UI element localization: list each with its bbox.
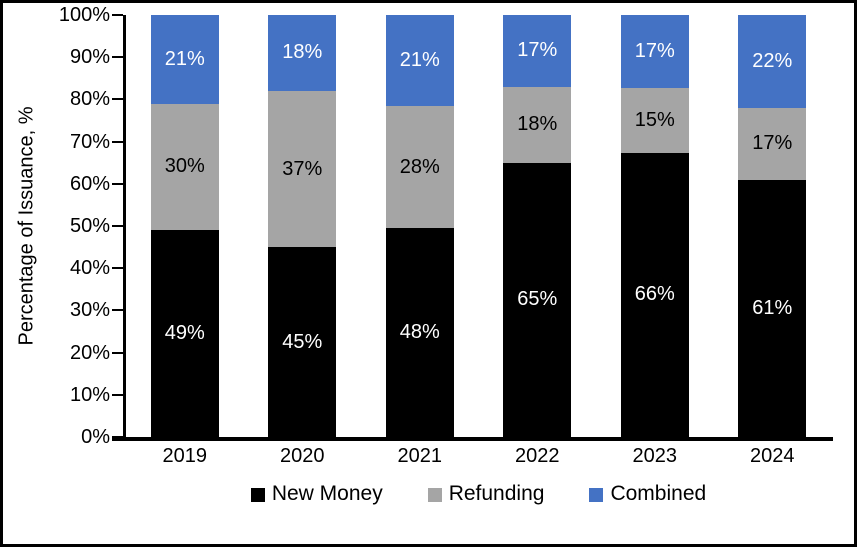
legend-item-label: New Money xyxy=(271,482,383,505)
y-tick-mark xyxy=(112,14,123,16)
y-tick-label: 20% xyxy=(69,341,110,364)
bar-segment-refunding: 30% xyxy=(150,103,219,231)
bar-segment-label: 17% xyxy=(752,132,793,155)
y-tick-mark xyxy=(112,309,123,312)
y-tick-mark xyxy=(112,140,123,143)
legend-swatch-combined xyxy=(589,487,604,502)
x-axis-label: 2022 xyxy=(515,445,560,467)
legend-swatch-new-money xyxy=(250,487,265,502)
y-tick-label: 60% xyxy=(69,172,110,195)
bar-segment-new-money: 65% xyxy=(503,162,572,437)
bar-segment-label: 18% xyxy=(517,113,558,136)
legend-item-new-money: New Money xyxy=(250,482,383,506)
bar-segment-new-money: 45% xyxy=(268,247,337,437)
y-axis-line xyxy=(123,15,126,439)
bar-2023: 66% 15% 17% xyxy=(620,15,689,437)
bar-segment-combined: 22% xyxy=(738,15,807,108)
legend-item-label: Combined xyxy=(610,482,707,505)
y-tick-label: 0% xyxy=(81,426,110,448)
legend-swatch-refunding xyxy=(427,487,442,502)
y-tick-mark xyxy=(112,267,123,270)
bar-segment-label: 22% xyxy=(752,49,793,72)
bar-2019: 49% 30% 21% xyxy=(150,15,219,437)
x-axis-label: 2019 xyxy=(162,445,208,467)
bar-segment-label: 48% xyxy=(399,321,440,344)
bar-segment-refunding: 15% xyxy=(620,88,689,153)
bar-segment-refunding: 18% xyxy=(503,86,572,163)
legend: New Money Refunding Combined xyxy=(126,482,831,506)
bar-segment-label: 17% xyxy=(634,40,675,63)
bar-segment-combined: 18% xyxy=(268,15,337,91)
x-axis-label: 2020 xyxy=(280,445,325,467)
bar-segment-new-money: 66% xyxy=(620,152,689,437)
legend-item-combined: Combined xyxy=(589,482,706,506)
bar-segment-label: 21% xyxy=(399,49,440,72)
y-tick-label: 80% xyxy=(69,88,110,111)
bar-segment-refunding: 17% xyxy=(738,107,807,180)
bar-2022: 65% 18% 17% xyxy=(503,15,572,437)
bar-segment-label: 18% xyxy=(282,41,323,64)
bar-segment-combined: 21% xyxy=(150,15,219,104)
y-tick-label: 50% xyxy=(69,215,110,237)
y-tick-mark xyxy=(112,56,123,59)
bar-segment-refunding: 28% xyxy=(385,106,454,229)
bar-segment-new-money: 48% xyxy=(385,228,454,437)
y-tick-label: 40% xyxy=(69,257,110,280)
bar-2020: 45% 37% 18% xyxy=(268,15,337,437)
bar-segment-label: 37% xyxy=(282,157,323,180)
bar-segment-combined: 17% xyxy=(503,15,572,87)
bar-segment-label: 30% xyxy=(164,155,205,178)
x-axis-label: 2024 xyxy=(750,445,795,467)
bar-segment-label: 21% xyxy=(164,47,205,70)
bar-segment-combined: 17% xyxy=(620,15,689,89)
legend-item-refunding: Refunding xyxy=(427,482,545,506)
bar-segment-label: 66% xyxy=(634,283,675,306)
x-axis-line xyxy=(112,437,833,441)
y-tick-mark xyxy=(112,436,123,438)
bar-segment-label: 15% xyxy=(634,109,675,131)
bar-2021: 48% 28% 21% xyxy=(385,15,454,437)
y-tick-mark xyxy=(112,225,123,227)
y-tick-mark xyxy=(112,98,123,101)
bar-segment-label: 65% xyxy=(517,288,558,311)
bar-segment-refunding: 37% xyxy=(268,90,337,248)
bar-segment-label: 49% xyxy=(164,322,205,345)
bar-segment-label: 61% xyxy=(752,296,793,319)
y-tick-label: 10% xyxy=(69,383,110,406)
legend-item-label: Refunding xyxy=(448,482,545,505)
y-tick-mark xyxy=(112,393,123,396)
x-axis-label: 2023 xyxy=(632,445,678,467)
bar-segment-combined: 21% xyxy=(385,15,454,107)
x-axis-label: 2021 xyxy=(397,445,443,467)
y-tick-label: 30% xyxy=(69,299,110,322)
y-tick-mark xyxy=(112,182,123,185)
bar-segment-label: 28% xyxy=(399,155,440,178)
y-tick-label: 100% xyxy=(58,4,110,26)
bar-segment-new-money: 49% xyxy=(150,230,219,437)
bar-segment-label: 45% xyxy=(282,330,323,353)
y-tick-label: 90% xyxy=(69,46,110,69)
y-tick-mark xyxy=(112,351,123,354)
bar-segment-label: 17% xyxy=(517,39,558,62)
y-tick-label: 70% xyxy=(69,130,110,153)
bar-2024: 61% 17% 22% xyxy=(738,15,807,437)
bar-segment-new-money: 61% xyxy=(738,179,807,437)
